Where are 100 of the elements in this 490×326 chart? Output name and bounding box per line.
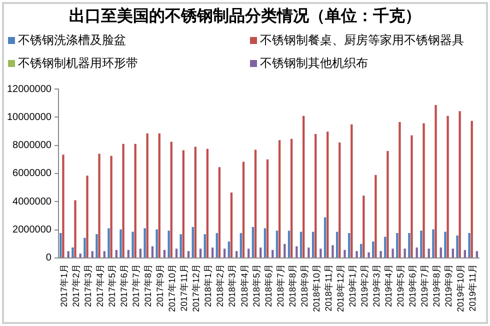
bar [464,250,466,258]
bar [428,248,430,258]
x-tick-label: 2017年10月 [167,264,178,312]
x-tick-label: 2017年5月 [107,264,118,307]
bar [96,234,98,258]
bar [356,251,358,258]
bar [110,156,112,258]
bar [408,233,410,258]
bar [156,229,158,258]
bar [199,248,202,258]
bar [260,248,262,258]
x-tick-label: 2019年11月 [468,264,478,312]
x-tick-label: 2018年5月 [251,264,262,307]
x-tick-label: 2018年7月 [275,264,286,307]
y-tick-label: 8000000 [12,140,52,152]
bar [170,142,172,258]
bar [62,154,64,258]
bar [312,232,314,258]
bar [374,175,377,258]
bar [470,120,473,258]
bar [422,123,425,258]
bar [416,248,418,258]
x-tick-label: 2018年3月 [227,264,238,307]
x-tick-label: 2017年8月 [143,264,154,307]
x-tick-label: 2019年1月 [347,264,358,307]
bar [187,251,190,258]
bar [348,233,350,258]
bar [372,241,374,258]
x-tick-label: 2018年12月 [335,264,346,312]
bar [452,248,454,258]
bar [446,116,449,258]
bar [84,238,86,258]
bar [134,144,136,258]
bar [420,230,422,258]
bar [456,235,458,258]
bar [336,232,338,258]
x-tick-label: 2018年10月 [311,264,322,312]
bar [264,228,266,258]
bar [276,230,278,258]
bar [248,248,250,258]
bar [468,233,470,258]
x-tick-label: 2018年6月 [263,264,274,307]
bar [254,150,257,258]
bar [79,254,82,258]
bar [300,232,302,258]
bar [332,245,334,258]
bar [182,150,184,258]
bar [132,232,134,258]
x-tick-label: 2019年6月 [408,264,418,307]
bar [103,251,106,258]
bar [230,192,233,258]
bar [392,248,394,258]
bar [242,162,245,258]
bar [476,251,478,258]
bar [139,248,142,258]
bar [440,248,442,258]
bar [284,244,286,258]
bar [236,251,238,258]
bar [368,252,370,258]
bar [74,200,76,258]
bar [211,248,214,258]
bar [206,148,209,258]
x-tick-label: 2019年4月 [383,264,394,307]
bar [192,226,194,258]
y-tick-label: 4000000 [12,196,52,208]
x-tick-label: 2017年9月 [155,264,166,307]
bar [296,246,298,258]
bar [60,233,62,258]
bar [344,250,346,258]
bar [194,146,197,258]
bar [396,233,398,258]
x-tick-label: 2019年10月 [456,264,466,312]
bar [115,250,118,258]
x-tick-label: 2019年2月 [359,264,370,307]
x-tick-label: 2018年9月 [299,264,310,307]
bar [398,122,401,258]
x-tick-label: 2019年7月 [420,264,430,307]
bar [278,140,281,258]
bar [272,250,274,258]
bar [67,251,70,258]
bar [288,230,290,258]
bar [120,229,122,258]
x-tick-label: 2018年2月 [215,264,226,307]
bar [223,248,226,258]
bar [384,236,386,258]
bar [320,248,322,258]
bar [158,133,160,258]
bar [72,248,74,258]
bar [175,248,178,258]
bar [350,124,353,258]
x-tick-label: 2017年12月 [191,264,202,312]
bar [444,232,446,258]
bar [216,233,218,258]
x-tick-label: 2019年3月 [371,264,382,307]
bar [146,133,148,258]
bar [458,111,461,258]
bar [204,234,206,258]
bar [180,234,182,258]
x-tick-label: 2018年11月 [323,264,334,312]
bar [380,251,382,258]
